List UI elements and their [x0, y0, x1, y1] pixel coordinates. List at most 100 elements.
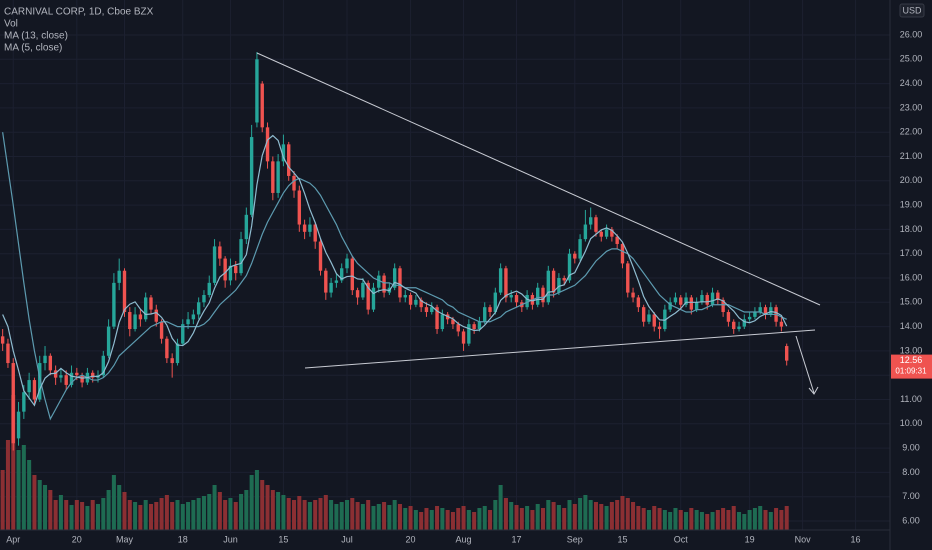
volume-bar	[276, 492, 281, 530]
volume-bar	[313, 500, 318, 530]
candle-body	[117, 270, 121, 283]
volume-bar	[329, 500, 334, 530]
candle-body	[456, 324, 460, 332]
volume-bar	[652, 506, 657, 530]
candle-body	[260, 83, 264, 128]
candle-body	[742, 319, 747, 327]
candle-body	[265, 127, 270, 162]
ma-line	[2, 134, 788, 407]
candle-body	[461, 331, 466, 344]
volume-bar	[397, 504, 402, 530]
candle-body	[69, 372, 74, 385]
volume-bar	[631, 502, 636, 530]
volume-bar	[186, 502, 191, 530]
y-tick-label: 19.00	[900, 199, 923, 209]
x-tick-label: Apr	[6, 534, 20, 544]
candle-body	[509, 295, 513, 298]
volume-bar	[546, 500, 551, 530]
candle-body	[287, 144, 291, 176]
candle-body	[769, 307, 773, 315]
candle-body	[546, 270, 550, 303]
candle-body	[143, 297, 148, 320]
candle-body	[59, 375, 63, 378]
candle-body	[16, 411, 21, 439]
volume-bar	[80, 502, 85, 530]
candle-body	[668, 302, 672, 310]
y-tick-label: 7.00	[902, 491, 920, 501]
x-tick-label: Aug	[456, 534, 472, 544]
candle-body	[75, 372, 79, 376]
candle-body	[747, 316, 752, 320]
candle-body	[249, 137, 254, 215]
volume-bar	[625, 498, 630, 530]
volume-bar	[763, 510, 768, 530]
candle-body	[498, 268, 503, 293]
candle-body	[27, 380, 31, 393]
y-tick-label: 9.00	[902, 442, 920, 452]
x-tick-label: Nov	[795, 534, 812, 544]
candle-body	[340, 268, 344, 281]
candle-body	[663, 309, 667, 330]
last-price-box	[891, 354, 932, 379]
volume-bar	[286, 498, 291, 530]
volume-bar	[609, 502, 614, 530]
volume-bar	[392, 500, 397, 530]
candle-body	[196, 302, 201, 315]
candle-body	[620, 243, 625, 264]
candle-body	[763, 307, 768, 315]
volume-bar	[493, 500, 498, 530]
candle-body	[567, 253, 572, 281]
volume-bar	[699, 512, 704, 530]
volume-bar	[360, 504, 365, 530]
volume-bar	[578, 498, 583, 530]
y-tick-label: 24.00	[900, 78, 923, 88]
candle-body	[700, 295, 704, 303]
candle-body	[525, 295, 529, 308]
volume-bar	[646, 510, 651, 530]
candle-body	[154, 309, 158, 322]
candle-body	[112, 282, 116, 327]
volume-bar	[429, 510, 434, 530]
candle-body	[424, 307, 429, 313]
volume-bar	[334, 504, 339, 530]
y-tick-label: 17.00	[900, 248, 923, 258]
x-tick-label: 15	[278, 534, 288, 544]
volume-bar	[525, 506, 530, 530]
volume-bar	[170, 502, 175, 530]
candle-body	[334, 280, 339, 283]
volume-bar	[371, 506, 376, 530]
candle-body	[80, 375, 84, 383]
candle-body	[329, 282, 333, 293]
candle-body	[181, 324, 185, 344]
candle-body	[737, 326, 741, 330]
volume-bar	[668, 512, 673, 530]
x-tick-label: 17	[512, 534, 522, 544]
volume-bar	[101, 498, 106, 530]
volume-bar	[562, 508, 567, 530]
y-tick-label: 8.00	[902, 467, 920, 477]
volume-bar	[482, 506, 487, 530]
candle-body	[705, 295, 709, 305]
y-tick-label: 14.00	[900, 321, 923, 331]
candle-body	[308, 224, 312, 232]
volume-bar	[408, 506, 413, 530]
y-tick-label: 6.00	[902, 515, 920, 525]
candle-body	[38, 363, 42, 400]
candle-body	[281, 144, 286, 162]
volume-bar	[636, 506, 641, 530]
volume-bar	[21, 445, 26, 530]
volume-bar	[292, 500, 297, 530]
candle-body	[361, 282, 365, 298]
candle-body	[244, 214, 249, 240]
volume-bar	[127, 500, 132, 530]
candle-body	[355, 290, 360, 298]
volume-bar	[180, 504, 185, 530]
candle-body	[297, 190, 302, 225]
candle-body	[599, 231, 603, 237]
candle-body	[138, 314, 143, 320]
volume-bar	[260, 480, 265, 530]
volume-bar	[519, 508, 524, 530]
candle-body	[22, 392, 26, 412]
candle-body	[435, 307, 439, 330]
y-tick-label: 20.00	[900, 175, 923, 185]
